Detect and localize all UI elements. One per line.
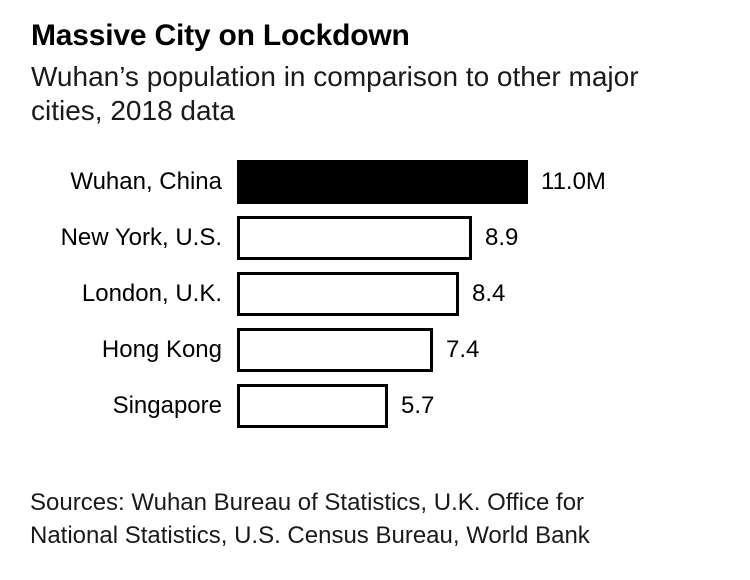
bar-label: Wuhan, China — [70, 168, 222, 195]
chart-title: Massive City on Lockdown — [31, 19, 410, 52]
chart-subtitle-line-1: Wuhan’s population in comparison to othe… — [31, 61, 639, 92]
bar-highlighted — [237, 160, 528, 204]
bar — [237, 216, 472, 260]
chart-footer: Sources: Wuhan Bureau of Statistics, U.K… — [30, 486, 730, 552]
sources-line-1: Sources: Wuhan Bureau of Statistics, U.K… — [30, 489, 585, 516]
bar-label: Hong Kong — [101, 336, 222, 363]
bar-label: Singapore — [112, 392, 222, 419]
bar-chart: Wuhan, China 11.0M New York, U.S. 8.9 London… — [0, 160, 750, 428]
bar-row: London, U.K. 8.4 — [31, 272, 750, 316]
bar-value-label: 8.9 — [485, 224, 519, 251]
bar-label: New York, U.S. — [60, 224, 222, 251]
chart-subtitle-line-2: cities, 2018 data — [31, 95, 235, 126]
bar — [237, 328, 433, 372]
bar-label: London, U.K. — [81, 280, 222, 307]
bar-value-label: 5.7 — [401, 392, 435, 419]
bar-row: Wuhan, China 11.0M — [31, 160, 750, 204]
bar-row: Hong Kong 7.4 — [31, 328, 750, 372]
bar — [237, 272, 459, 316]
bar-value-label: 8.4 — [472, 280, 506, 307]
chart-subtitle: Wuhan’s population in comparison to othe… — [31, 60, 720, 128]
bar-row: Singapore 5.7 — [31, 384, 750, 428]
sources-line-2: National Statistics, U.S. Census Bureau,… — [30, 522, 590, 549]
chart-header: Massive City on Lockdown Wuhan’s populat… — [0, 0, 750, 128]
bar-value-label: 11.0M — [541, 168, 606, 195]
bar-row: New York, U.S. 8.9 — [31, 216, 750, 260]
bar-value-label: 7.4 — [446, 336, 480, 363]
bar — [237, 384, 388, 428]
